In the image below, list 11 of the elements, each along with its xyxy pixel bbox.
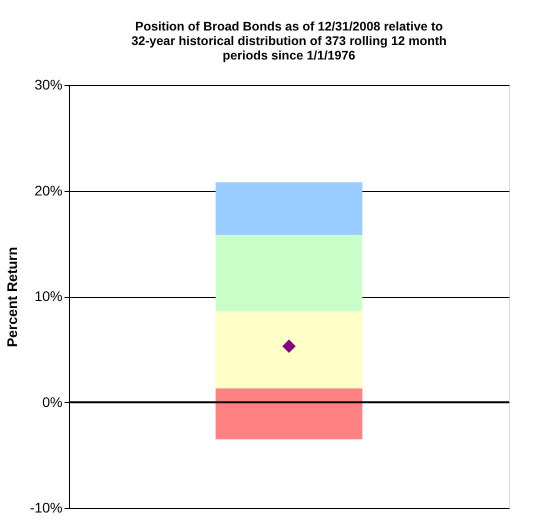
- bar: [216, 388, 362, 440]
- y-tick-label: 0%: [42, 394, 62, 410]
- y-tick-label: -10%: [30, 500, 62, 516]
- bar: [216, 235, 362, 312]
- y-tick-label: 10%: [34, 288, 62, 304]
- y-tick-label: 20%: [34, 182, 62, 198]
- chart-title: Position of Broad Bonds as of 12/31/2008 relative to 32-year historical distribution of 373 rolling 12 month periods since 1/1/1976: [131, 20, 447, 62]
- bar: [216, 311, 362, 389]
- bar: [216, 182, 362, 236]
- y-axis-title: Percent Return: [4, 246, 20, 348]
- y-tick-label: 30%: [34, 76, 62, 92]
